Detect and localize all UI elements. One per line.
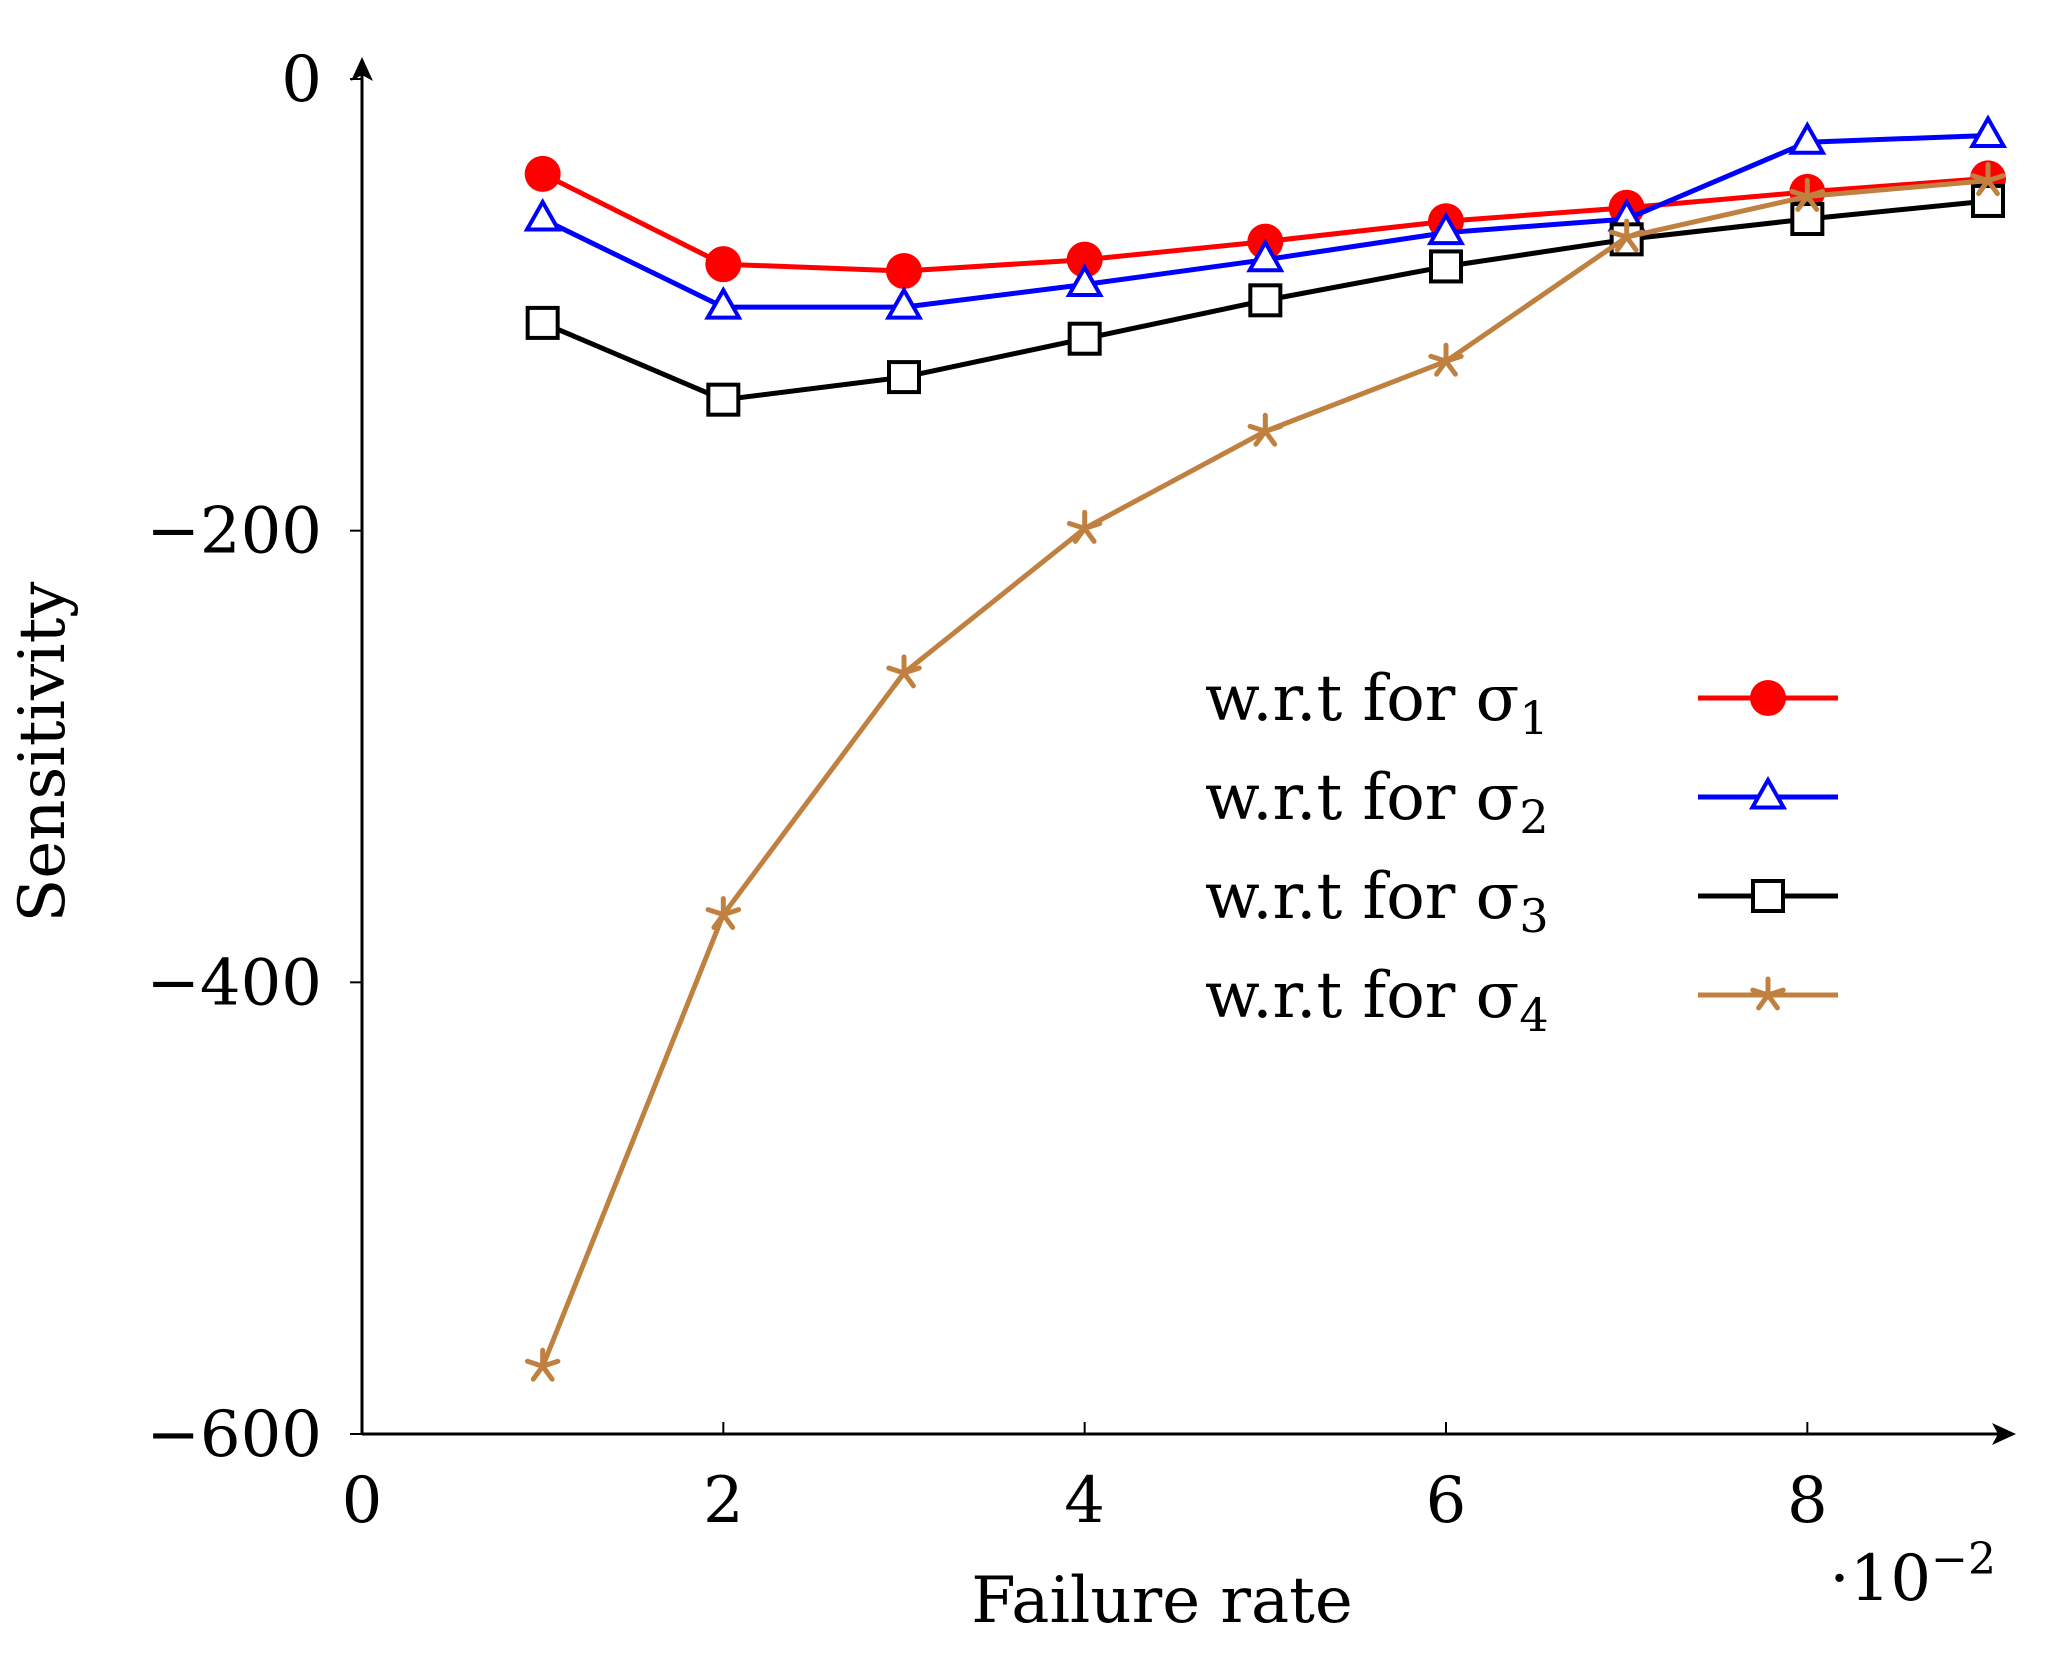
x-tick-label: 8 bbox=[1787, 1464, 1828, 1538]
legend-label: w.r.t for σ4 bbox=[1205, 959, 1549, 1042]
legend-label-subscript: 4 bbox=[1519, 988, 1548, 1042]
legend-label: w.r.t for σ2 bbox=[1205, 761, 1549, 844]
square-marker bbox=[887, 360, 921, 395]
x-tick-label: 2 bbox=[703, 1464, 744, 1538]
x-scale-exponent: −2 bbox=[1931, 1534, 1996, 1585]
axes: 0 2 4 6 8 0 −200 −400 −600 ·10−2 bbox=[146, 43, 2016, 1616]
legend-label-text: w.r.t for σ bbox=[1205, 662, 1519, 736]
y-tick-label: −400 bbox=[146, 946, 322, 1020]
star-marker bbox=[1970, 162, 2006, 197]
x-tick-label: 0 bbox=[342, 1464, 383, 1538]
star-marker bbox=[886, 654, 922, 689]
series-star bbox=[524, 162, 2006, 1382]
star-marker bbox=[1428, 342, 1464, 377]
circle-marker bbox=[1750, 680, 1786, 716]
x-axis-arrow bbox=[1992, 1423, 2016, 1445]
y-axis-label: Sensitivity bbox=[6, 582, 80, 923]
legend-label-subscript: 1 bbox=[1519, 691, 1548, 745]
y-axis-arrow bbox=[351, 57, 373, 81]
star-marker bbox=[524, 1347, 561, 1382]
legend-label-subscript: 3 bbox=[1519, 889, 1548, 943]
star-marker bbox=[1247, 412, 1284, 447]
triangle-marker bbox=[1968, 114, 2008, 148]
square-marker bbox=[1248, 283, 1283, 318]
square-marker bbox=[1751, 879, 1785, 913]
triangle-marker bbox=[704, 286, 743, 320]
series-triangle bbox=[523, 114, 2008, 320]
square-marker bbox=[1067, 321, 1102, 356]
legend-item: w.r.t for σ1 bbox=[1205, 662, 1838, 745]
legend-label: w.r.t for σ1 bbox=[1205, 662, 1549, 745]
triangle-marker bbox=[1748, 775, 1788, 810]
x-tick-label: 4 bbox=[1064, 1464, 1105, 1538]
triangle-marker bbox=[1788, 121, 1827, 155]
circle-marker bbox=[886, 252, 922, 289]
legend-label: w.r.t for σ3 bbox=[1205, 860, 1549, 943]
y-tick-label: −600 bbox=[146, 1398, 322, 1472]
star-marker bbox=[705, 896, 742, 930]
triangle-marker bbox=[1426, 211, 1466, 246]
legend-item: w.r.t for σ2 bbox=[1205, 761, 1838, 844]
star-marker bbox=[1750, 976, 1786, 1011]
legend: w.r.t for σ1w.r.t for σ2w.r.t for σ3w.r.… bbox=[1205, 662, 1838, 1042]
legend-item: w.r.t for σ3 bbox=[1205, 860, 1838, 943]
star-marker bbox=[1608, 218, 1645, 253]
triangle-marker bbox=[523, 197, 562, 232]
star-marker bbox=[1789, 177, 1826, 212]
triangle-marker bbox=[884, 286, 924, 320]
legend-label-text: w.r.t for σ bbox=[1205, 959, 1519, 1033]
x-tick-label: 6 bbox=[1426, 1464, 1467, 1538]
y-tick-label: −200 bbox=[146, 495, 322, 569]
series-square bbox=[525, 183, 2005, 417]
circle-marker bbox=[524, 155, 561, 192]
series-layer bbox=[523, 114, 2008, 1382]
triangle-marker bbox=[1065, 263, 1104, 298]
legend-label-text: w.r.t for σ bbox=[1205, 761, 1519, 835]
legend-label-text: w.r.t for σ bbox=[1205, 860, 1519, 934]
square-marker bbox=[706, 382, 741, 417]
circle-marker bbox=[1066, 241, 1103, 278]
legend-label-subscript: 2 bbox=[1519, 790, 1548, 844]
circle-marker bbox=[705, 246, 742, 283]
y-tick-label: 0 bbox=[281, 43, 322, 117]
square-marker bbox=[1971, 183, 2005, 218]
square-marker bbox=[1429, 249, 1463, 284]
x-axis-label: Failure rate bbox=[971, 1564, 1353, 1638]
triangle-marker bbox=[1246, 238, 1285, 273]
x-scale-label: ·10−2 bbox=[1829, 1534, 1996, 1616]
legend-item: w.r.t for σ4 bbox=[1205, 959, 1838, 1042]
star-marker bbox=[1066, 509, 1103, 544]
square-marker bbox=[525, 305, 560, 340]
x-scale-base: ·10 bbox=[1829, 1542, 1931, 1616]
